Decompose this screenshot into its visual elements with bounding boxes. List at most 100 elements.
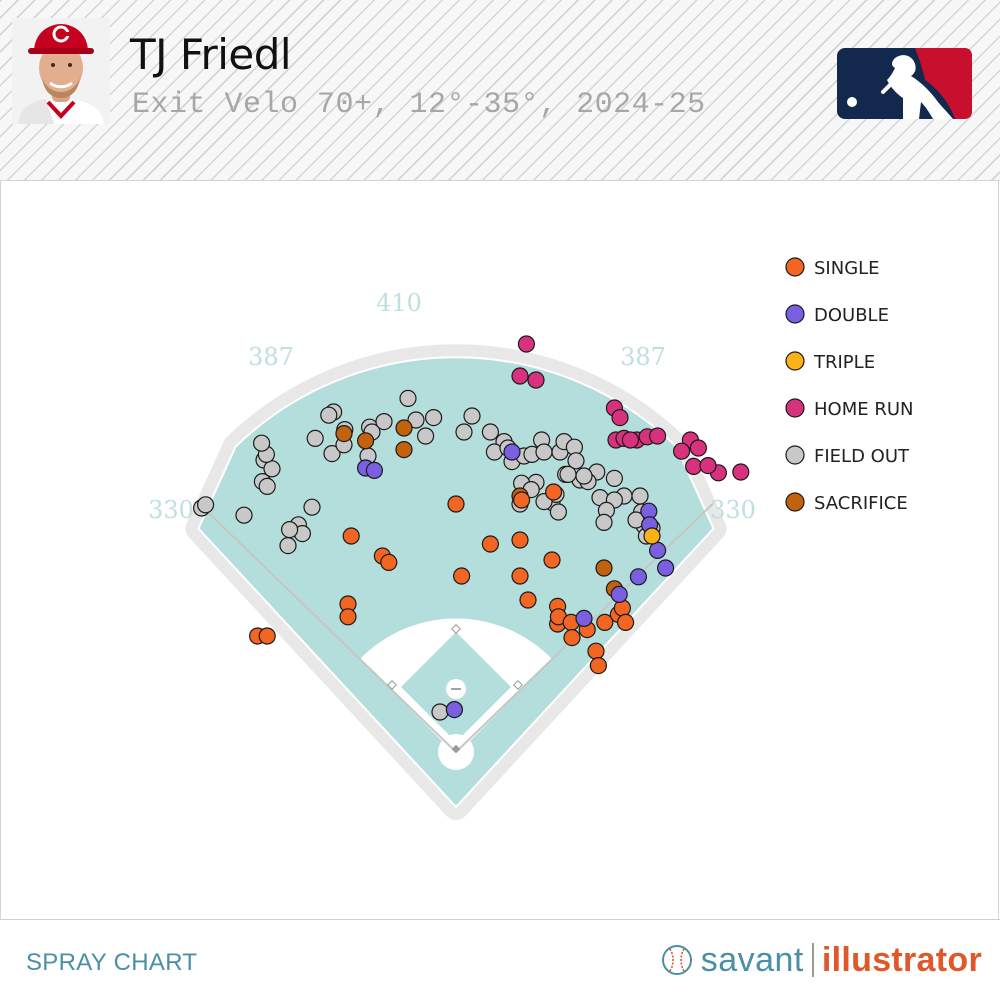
point-double: [503, 443, 521, 461]
spray-chart: 330 387 410 387 330 SINGLE DOUBLE TRIPLE HOME R…: [0, 181, 999, 919]
legend-swatch: [785, 492, 805, 512]
point-field-out: [303, 498, 321, 516]
point-field-out: [431, 703, 449, 721]
legend-swatch: [785, 398, 805, 418]
third-base: [387, 680, 397, 690]
point-single: [481, 535, 499, 553]
legend-label: DOUBLE: [814, 305, 889, 326]
point-home-run: [527, 371, 545, 389]
fence-distance-label: 330: [148, 496, 194, 524]
brand-illustrator-text: illustrator: [821, 940, 982, 979]
point-single: [380, 553, 398, 572]
legend-item-field-out: FIELD OUT: [785, 445, 910, 467]
point-field-out: [455, 423, 473, 441]
point-home-run: [672, 442, 691, 460]
point-single: [589, 656, 608, 675]
point-field-out: [407, 411, 425, 429]
chart-footer: SPRAY CHART savant illustrator: [0, 919, 1000, 1001]
point-home-run: [517, 335, 536, 353]
point-field-out: [258, 477, 276, 495]
player-headshot: [12, 18, 110, 124]
point-home-run: [648, 427, 667, 445]
point-field-out: [549, 503, 568, 521]
point-field-out: [559, 465, 577, 483]
point-single: [596, 613, 614, 632]
point-double: [610, 585, 628, 604]
player-name: TJ Friedl: [130, 30, 292, 79]
point-single: [339, 608, 357, 626]
point-field-out: [323, 445, 341, 463]
legend-item-sacrifice: SACRIFICE: [785, 492, 908, 514]
point-sacrifice: [395, 419, 413, 437]
footer-label: SPRAY CHART: [26, 949, 198, 976]
point-field-out: [253, 434, 271, 452]
point-field-out: [399, 389, 417, 407]
left-foul-line: [197, 502, 457, 753]
point-double: [575, 609, 593, 628]
second-base: [451, 624, 461, 634]
point-double: [629, 568, 648, 586]
legend-item-double: DOUBLE: [785, 304, 889, 326]
fence-distance-label: 387: [248, 343, 294, 371]
point-field-out: [605, 469, 624, 487]
point-home-run: [684, 457, 703, 475]
point-double: [656, 559, 675, 577]
point-single: [453, 567, 471, 585]
brand-divider: [811, 943, 814, 977]
point-triple: [643, 527, 661, 545]
chart-subtitle: Exit Velo 70+, 12°-35°, 2024-25: [132, 88, 706, 122]
point-sacrifice: [357, 432, 375, 450]
point-field-out: [535, 443, 553, 461]
batted-ball-points: [193, 335, 750, 721]
point-field-out: [197, 496, 215, 514]
point-field-out: [631, 487, 649, 505]
point-home-run: [689, 439, 708, 457]
point-field-out: [567, 452, 585, 470]
field-diagram: 330 387 410 387 330 SINGLE DOUBLE TRIPLE HOME R…: [148, 257, 913, 820]
legend-swatch: [785, 304, 805, 324]
point-double: [365, 461, 383, 479]
point-single: [587, 642, 605, 660]
legend-label: FIELD OUT: [814, 446, 910, 467]
point-single: [511, 567, 529, 585]
point-field-out: [595, 513, 613, 532]
legend-label: SACRIFICE: [814, 493, 908, 514]
legend-label: SINGLE: [814, 258, 880, 279]
point-home-run: [611, 409, 629, 427]
point-single: [447, 495, 465, 513]
point-home-run: [621, 431, 640, 449]
point-field-out: [235, 506, 253, 524]
home-plate: [451, 744, 461, 754]
pitchers-rubber: [451, 688, 461, 690]
fence-distance-label: 330: [710, 496, 756, 524]
legend-item-home-run: HOME RUN: [785, 398, 913, 420]
point-field-out: [263, 460, 281, 478]
point-double: [648, 541, 667, 560]
point-single: [543, 551, 561, 569]
mlb-logo-icon: [837, 48, 972, 119]
chart-legend: SINGLE DOUBLE TRIPLE HOME RUN FIELD OUT SACRI…: [785, 257, 913, 514]
legend-item-triple: TRIPLE: [785, 351, 875, 373]
brand-logo: savant illustrator: [661, 940, 982, 980]
legend-swatch: [785, 445, 805, 465]
point-single: [519, 591, 537, 609]
point-field-out: [279, 536, 297, 555]
point-home-run: [699, 457, 717, 475]
legend-label: TRIPLE: [813, 352, 875, 373]
point-single: [342, 527, 360, 545]
legend-swatch: [785, 257, 805, 277]
legend-item-single: SINGLE: [785, 257, 880, 279]
baseball-icon: [661, 945, 692, 975]
point-field-out: [417, 427, 435, 445]
first-base: [513, 680, 523, 690]
point-double: [445, 700, 463, 719]
fence-distance-label: 410: [376, 289, 422, 317]
point-sacrifice: [595, 559, 613, 577]
point-field-out: [481, 423, 499, 441]
point-home-run: [732, 463, 750, 481]
point-field-out: [281, 520, 299, 539]
point-single: [258, 627, 276, 645]
point-field-out: [575, 467, 593, 485]
point-field-out: [463, 407, 481, 425]
chart-header: TJ Friedl Exit Velo 70+, 12°-35°, 2024-2…: [0, 0, 1000, 181]
